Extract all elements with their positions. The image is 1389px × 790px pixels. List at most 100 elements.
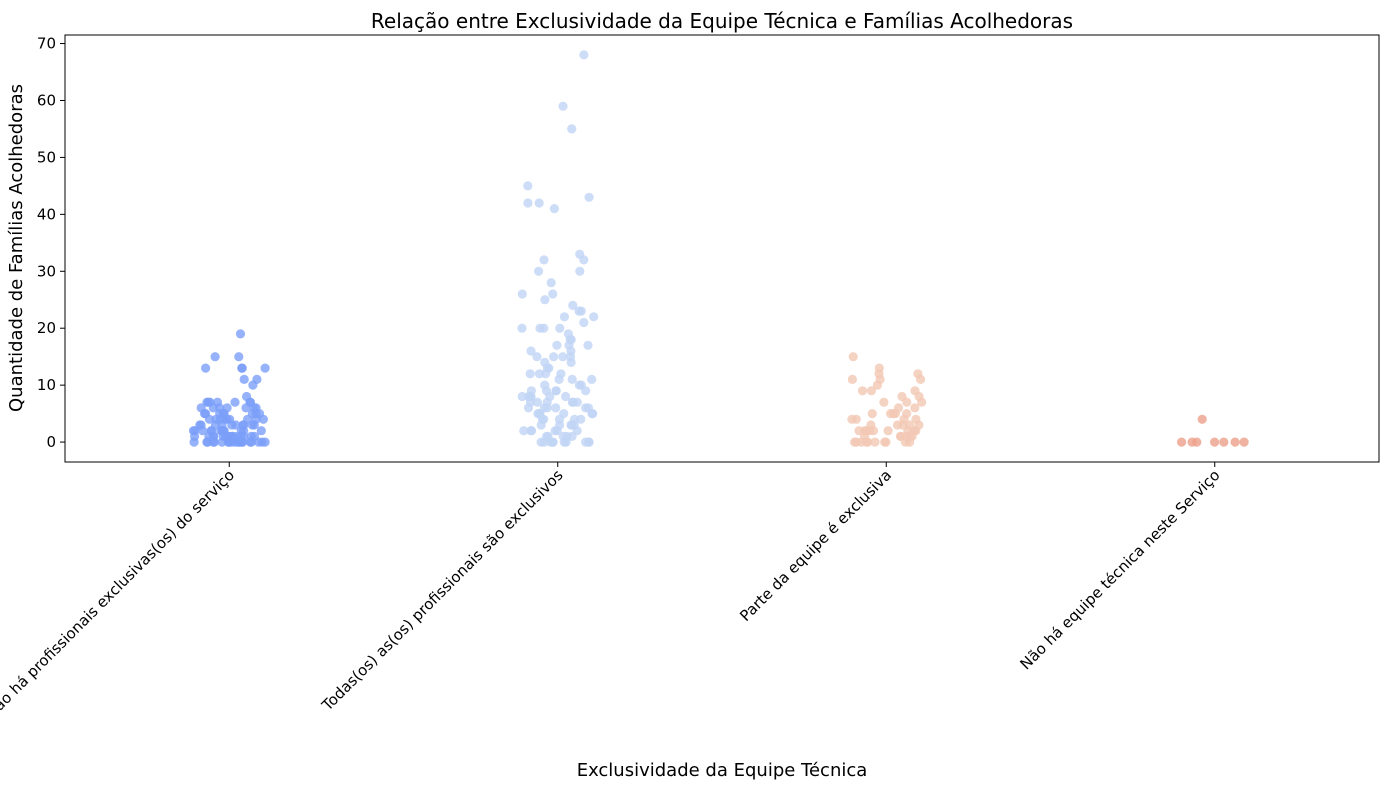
data-point	[523, 198, 533, 208]
data-point	[883, 426, 893, 436]
data-point	[872, 380, 883, 390]
data-point	[534, 198, 544, 208]
data-point	[517, 391, 527, 402]
data-point	[526, 426, 536, 436]
data-point	[532, 352, 542, 362]
data-point	[549, 204, 560, 214]
y-tick-label: 60	[37, 91, 56, 109]
plot-frame	[64, 34, 1380, 463]
data-point	[237, 437, 247, 447]
data-point	[208, 403, 218, 413]
data-point	[256, 426, 266, 436]
data-point	[559, 312, 570, 322]
data-point	[867, 409, 877, 419]
data-point	[863, 437, 873, 447]
data-point	[542, 403, 552, 413]
data-point	[202, 437, 212, 447]
data-point	[1177, 437, 1187, 447]
data-point	[568, 300, 578, 310]
data-point	[237, 363, 247, 373]
data-point	[879, 397, 889, 407]
y-tick-label: 30	[37, 262, 56, 280]
data-point	[535, 323, 545, 333]
data-point	[234, 352, 244, 362]
data-point	[241, 403, 251, 413]
x-axis-title: Exclusividade da Equipe Técnica	[577, 760, 868, 781]
data-point	[902, 397, 912, 407]
data-point	[584, 192, 594, 202]
data-point	[576, 414, 586, 424]
data-point	[558, 352, 568, 362]
data-point	[916, 374, 926, 384]
data-point	[523, 181, 533, 191]
data-point	[566, 420, 576, 430]
data-point	[581, 403, 591, 413]
data-point	[847, 374, 858, 384]
data-point	[204, 414, 214, 424]
data-point	[260, 363, 270, 373]
data-point	[551, 386, 561, 396]
data-point	[857, 386, 868, 396]
data-point	[198, 426, 208, 436]
data-point	[230, 397, 240, 407]
data-point	[1197, 414, 1207, 424]
data-point	[536, 420, 546, 430]
data-point	[1219, 437, 1229, 447]
data-point	[526, 346, 536, 356]
data-point	[561, 391, 571, 402]
data-point	[534, 266, 544, 276]
data-point	[546, 278, 556, 288]
data-point	[567, 374, 577, 384]
data-point	[1230, 437, 1240, 447]
data-point	[579, 255, 589, 265]
y-tick-label: 70	[37, 35, 56, 53]
data-point	[555, 323, 565, 333]
data-point	[519, 426, 529, 436]
data-point	[525, 369, 535, 379]
data-point	[249, 420, 259, 430]
data-point	[517, 323, 527, 333]
y-tick-label: 0	[46, 433, 56, 451]
data-point	[558, 101, 568, 111]
data-point	[881, 437, 891, 447]
y-tick-label: 50	[37, 148, 56, 166]
data-point	[581, 386, 591, 396]
data-point	[552, 340, 562, 350]
chart-title: Relação entre Exclusividade da Equipe Té…	[371, 9, 1073, 33]
data-point	[208, 437, 219, 447]
data-point	[866, 386, 877, 396]
data-point	[550, 426, 560, 436]
y-tick-label: 10	[37, 376, 56, 394]
data-point	[886, 409, 896, 419]
data-point	[523, 403, 534, 413]
y-tick-label: 20	[37, 319, 56, 337]
data-point	[850, 437, 860, 447]
data-point	[583, 340, 593, 350]
data-point	[868, 426, 879, 436]
data-point	[1239, 437, 1249, 447]
data-point	[239, 374, 249, 384]
data-point	[900, 437, 911, 447]
data-point	[548, 289, 558, 299]
data-point	[587, 409, 597, 419]
data-point	[581, 437, 591, 447]
data-point	[574, 380, 585, 390]
data-point	[551, 403, 561, 413]
x-axis: Não há profissionais exclusivas(os) do s…	[0, 462, 1224, 722]
data-point	[231, 420, 241, 430]
x-tick-label: Todas(os) as(os) profissionais são exclu…	[318, 466, 567, 715]
data-point	[847, 414, 857, 424]
data-point	[917, 397, 927, 407]
data-point	[539, 255, 549, 265]
data-point	[587, 374, 597, 384]
data-point	[549, 352, 559, 362]
data-point	[574, 306, 584, 316]
y-axis: 0 10 20 30 40 50 60 70	[37, 35, 65, 451]
data-point	[254, 437, 264, 447]
data-point	[1210, 437, 1220, 447]
x-tick-label: Não há equipe técnica neste Serviço	[1017, 466, 1224, 673]
data-point	[210, 352, 220, 362]
data-point	[541, 369, 551, 379]
data-point	[1192, 437, 1202, 447]
